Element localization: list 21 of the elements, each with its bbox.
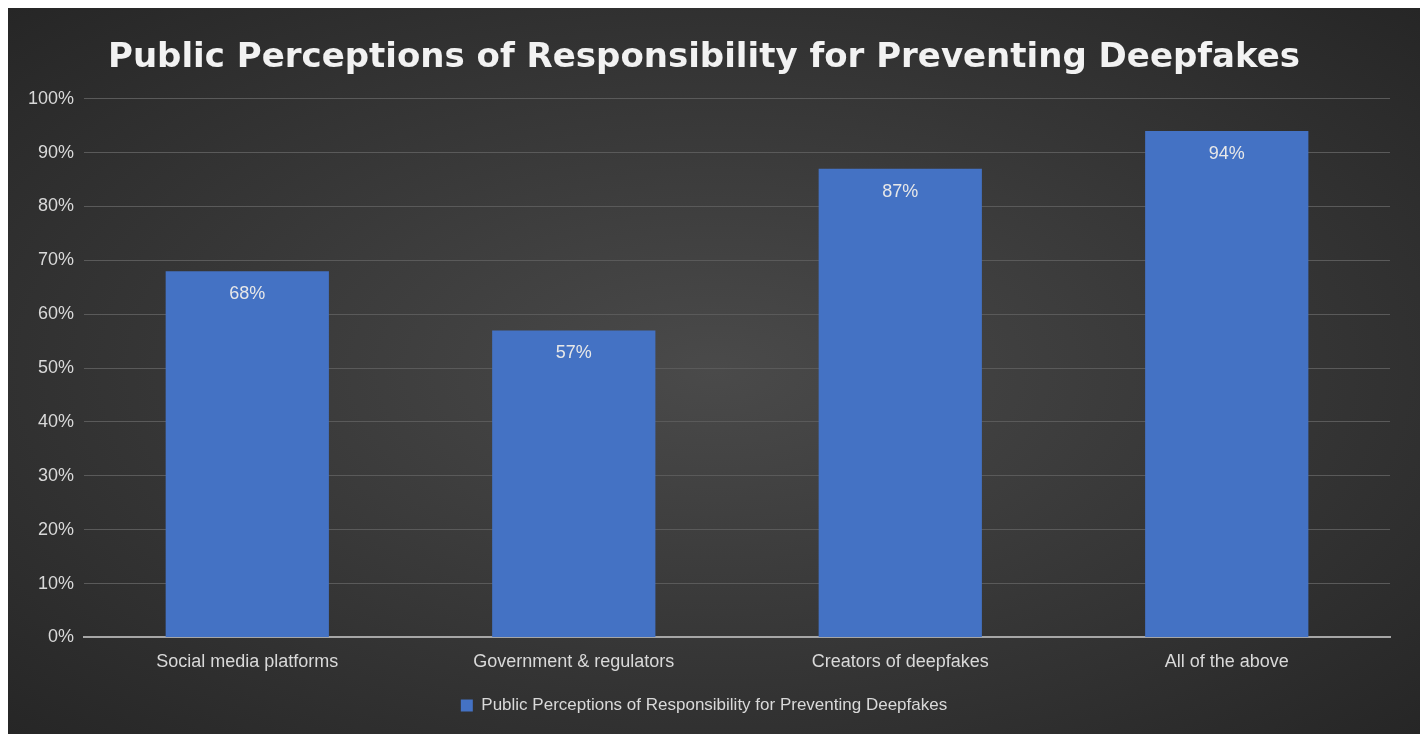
- y-tick-label: 90%: [38, 141, 75, 162]
- x-tick-label: Social media platforms: [156, 651, 339, 672]
- data-label: 57%: [555, 342, 592, 363]
- data-label: 87%: [882, 180, 919, 201]
- y-tick-label: 60%: [38, 303, 75, 324]
- x-tick-label: All of the above: [1164, 651, 1289, 672]
- legend-label: Public Perceptions of Responsibility for Preventing Deepfakes: [481, 695, 948, 715]
- y-tick-label: 0%: [48, 626, 75, 647]
- y-tick-label: 80%: [38, 195, 75, 216]
- x-tick-label: Government & regulators: [473, 651, 675, 672]
- data-label: 68%: [229, 283, 266, 304]
- data-label: 94%: [1208, 143, 1245, 164]
- y-tick-label: 40%: [38, 410, 75, 431]
- y-tick-label: 70%: [38, 249, 75, 270]
- chart-title: Public Perceptions of Responsibility for Preventing Deepfakes: [107, 35, 1301, 76]
- y-tick-label: 10%: [38, 572, 75, 593]
- y-tick-label: 100%: [27, 87, 75, 108]
- y-tick-label: 50%: [38, 357, 75, 378]
- y-tick-label: 20%: [38, 518, 75, 539]
- y-tick-label: 30%: [38, 464, 75, 485]
- x-tick-label: Creators of deepfakes: [811, 651, 989, 672]
